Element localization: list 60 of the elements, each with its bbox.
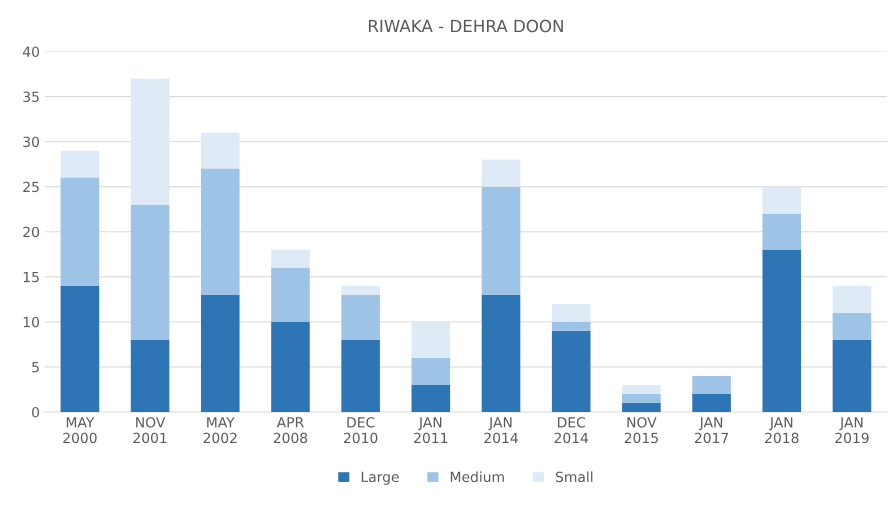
chart-title: RIWAKA - DEHRA DOON	[368, 20, 563, 32]
bar	[341, 340, 380, 412]
x-tick-label: APR 2008	[274, 417, 308, 444]
bar	[622, 384, 661, 394]
bar	[692, 376, 731, 394]
y-tick-label: 20	[23, 226, 40, 238]
bar	[341, 294, 380, 340]
bar	[832, 286, 872, 313]
bar	[271, 322, 310, 412]
bar	[832, 340, 872, 412]
bar	[60, 178, 100, 286]
bar	[130, 78, 170, 205]
x-tick-label: MAY 2000	[63, 417, 97, 444]
bar	[482, 160, 520, 187]
y-tick-label: 40	[22, 46, 40, 57]
y-tick-label: 0	[32, 406, 40, 418]
bar	[622, 394, 661, 403]
bar	[130, 340, 170, 412]
bar	[762, 186, 802, 214]
bar	[832, 312, 872, 340]
bar	[482, 294, 520, 412]
bar	[271, 268, 310, 322]
legend-label: Large	[362, 472, 399, 485]
bar	[552, 330, 590, 412]
legend-label: Small	[556, 471, 592, 482]
x-tick-label: JAN 2014	[484, 417, 518, 444]
bar	[271, 250, 310, 268]
x-tick-label: DEC 2010	[344, 417, 378, 444]
y-tick-label: 35	[23, 92, 39, 102]
x-tick-label: JAN 2018	[765, 417, 798, 444]
bar	[552, 304, 590, 322]
x-tick-label: NOV 2015	[624, 417, 658, 444]
bar	[130, 204, 170, 340]
bar	[692, 394, 731, 412]
bar	[200, 294, 240, 412]
bar	[412, 358, 450, 385]
bar	[762, 214, 802, 250]
x-tick-label: DEC 2014	[554, 417, 588, 444]
bar	[412, 322, 450, 358]
bar	[482, 186, 520, 295]
bar	[552, 322, 590, 331]
bar	[341, 286, 380, 295]
y-tick-label: 25	[23, 182, 39, 192]
bar	[200, 168, 240, 295]
x-tick-label: NOV 2001	[133, 417, 166, 444]
bar	[60, 150, 100, 178]
bar	[60, 286, 100, 412]
legend-label: Medium	[450, 471, 504, 482]
x-tick-label: JAN 2011	[414, 417, 448, 444]
y-tick-label: 5	[32, 362, 39, 372]
bar	[200, 132, 240, 169]
x-tick-label: JAN 2017	[694, 417, 728, 444]
x-tick-label: JAN 2019	[835, 417, 869, 444]
bar	[622, 402, 661, 412]
x-tick-label: MAY 2002	[204, 417, 237, 444]
y-tick-label: 30	[23, 136, 40, 148]
y-tick-label: 15	[24, 272, 39, 282]
bar	[762, 250, 802, 412]
y-tick-label: 10	[24, 316, 40, 328]
bar	[412, 384, 450, 412]
